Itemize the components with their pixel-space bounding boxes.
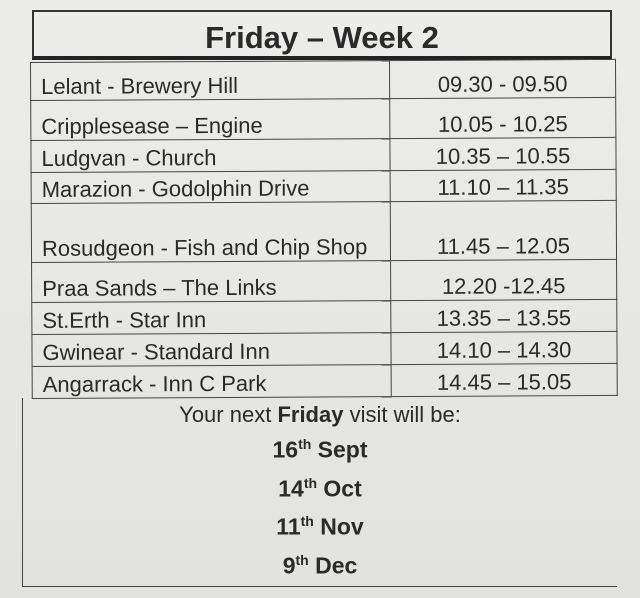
date-month: Dec: [315, 552, 358, 579]
table-row: Cripplesease – Engine 10.05 - 10.25: [30, 97, 616, 141]
page-title: Friday – Week 2: [32, 10, 612, 60]
next-visits: Your next Friday visit will be: 16th Sep…: [22, 398, 617, 587]
stop-name: Angarrack - Inn C Park: [32, 364, 392, 399]
stop-name: Rosudgeon - Fish and Chip Shop: [31, 201, 391, 263]
date-day: 9: [282, 552, 296, 579]
stop-time: 09.30 - 09.50: [389, 59, 616, 99]
stop-name: Cripplesease – Engine: [30, 98, 390, 141]
next-visit-intro: Your next Friday visit will be:: [23, 402, 617, 428]
table-row: Praa Sands – The Links 12.20 -12.45: [31, 259, 617, 303]
stop-name: Gwinear - Standard Inn: [31, 332, 392, 367]
date-suffix: th: [298, 436, 312, 452]
intro-text: Your next: [179, 402, 278, 427]
stop-name: Lelant - Brewery Hill: [30, 60, 390, 101]
intro-text-end: visit will be:: [343, 402, 461, 427]
stop-time: 11.45 – 12.05: [390, 200, 617, 261]
visit-date: 9th Dec: [23, 544, 617, 583]
visit-date: 11th Nov: [23, 505, 617, 544]
table-row: Rosudgeon - Fish and Chip Shop 11.45 – 12…: [31, 200, 617, 263]
stop-name: St.Erth - Star Inn: [31, 300, 391, 335]
table-row: St.Erth - Star Inn 13.35 – 13.55: [31, 299, 617, 335]
date-suffix: th: [300, 513, 314, 530]
visit-date: 14th Oct: [23, 467, 617, 506]
stop-time: 11.10 – 11.35: [390, 169, 617, 202]
date-suffix: th: [303, 474, 318, 491]
table-row: Angarrack - Inn C Park 14.45 – 15.05: [32, 363, 618, 399]
date-suffix: th: [295, 551, 309, 568]
stop-time: 10.35 – 10.55: [389, 137, 617, 171]
date-month: Oct: [323, 475, 362, 502]
schedule-table: Lelant - Brewery Hill 09.30 - 09.50 Crippl…: [30, 59, 618, 399]
stop-time: 10.05 - 10.25: [389, 97, 616, 139]
stop-name: Praa Sands – The Links: [31, 260, 391, 303]
date-day: 16: [272, 436, 299, 463]
date-month: Nov: [320, 513, 364, 540]
stop-time: 14.45 – 15.05: [391, 363, 618, 397]
visit-date: 16th Sept: [23, 428, 617, 467]
table-row: Gwinear - Standard Inn 14.10 – 14.30: [31, 331, 618, 367]
stop-time: 13.35 – 13.55: [390, 299, 617, 333]
stop-time: 14.10 – 14.30: [390, 331, 618, 365]
date-day: 14: [278, 475, 304, 502]
date-day: 11: [276, 513, 301, 540]
intro-day: Friday: [277, 402, 344, 427]
table-row: Marazion - Godolphin Drive 11.10 – 11.35: [31, 169, 617, 204]
date-month: Sept: [317, 436, 368, 463]
stop-time: 12.20 -12.45: [390, 259, 617, 301]
stop-name: Ludgvan - Church: [30, 138, 391, 173]
table-row: Lelant - Brewery Hill 09.30 - 09.50: [30, 59, 616, 101]
stop-name: Marazion - Godolphin Drive: [31, 170, 391, 204]
table-row: Ludgvan - Church 10.35 – 10.55: [30, 137, 617, 173]
